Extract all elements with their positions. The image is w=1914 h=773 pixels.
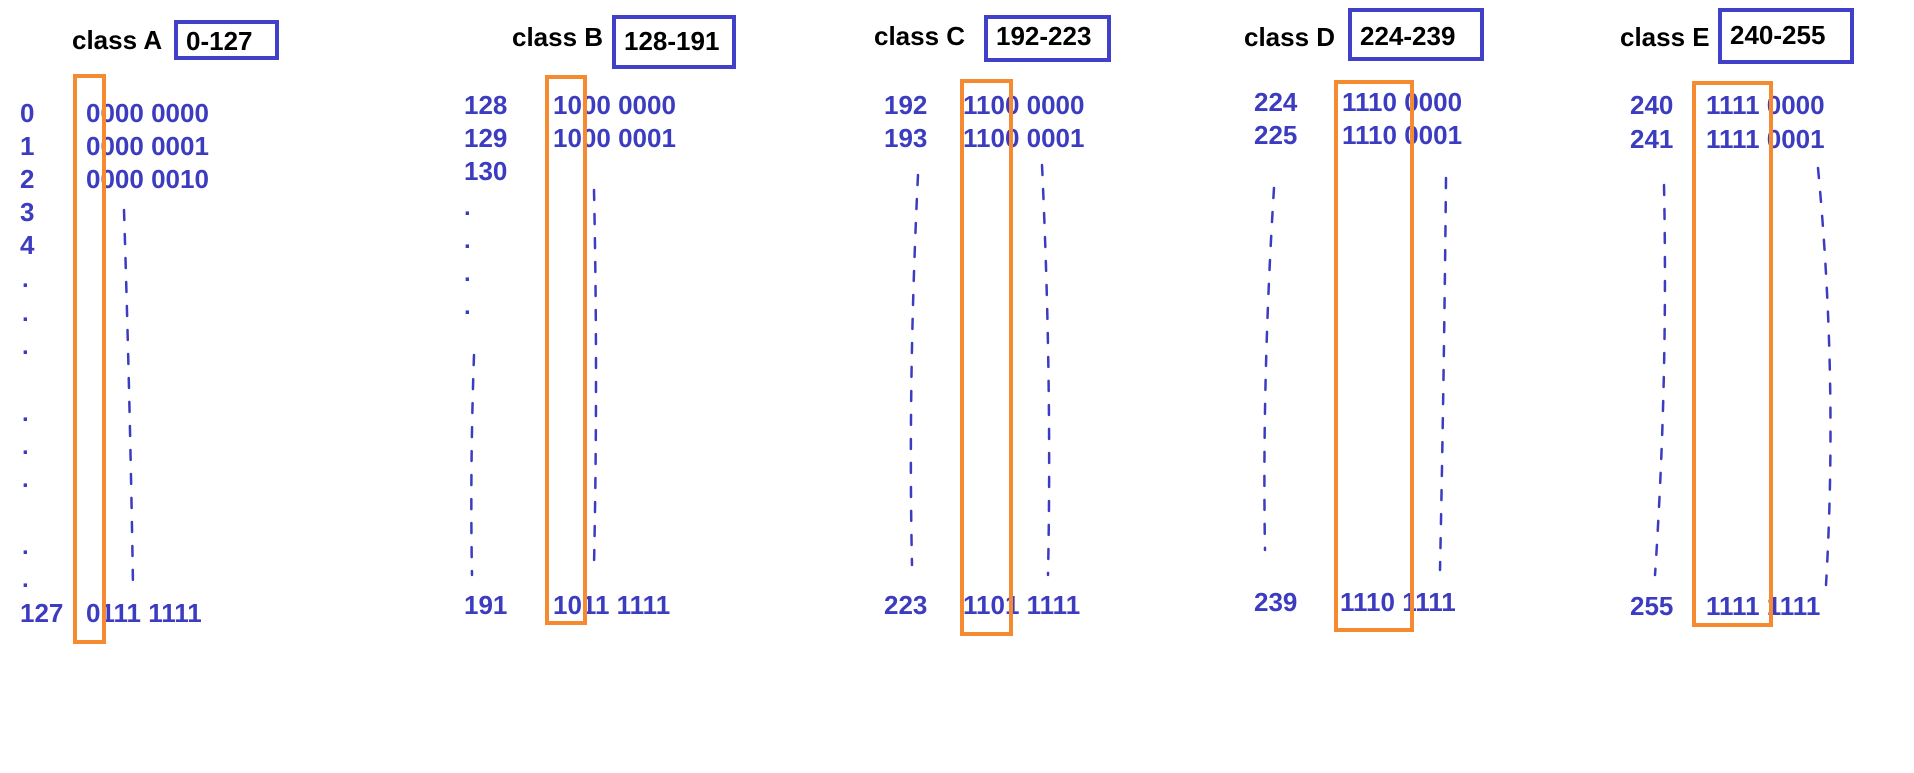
class-d-last-num: 239 (1254, 587, 1298, 617)
class-c-last-bin: 1101 1111 (963, 590, 1081, 620)
class-b-num-0: 128 (464, 90, 508, 120)
class-b-last-bin: 1011 1111 (553, 590, 671, 620)
class-b-label: class B (512, 22, 604, 52)
class-b-num-2: 130 (464, 156, 508, 186)
class-a-last-num: 127 (20, 598, 64, 628)
class-a-num-0: 0 (20, 98, 35, 128)
class-e-dash-left (1653, 183, 1667, 577)
class-e-bin-1: 1111 0001 (1706, 124, 1825, 154)
class-d-num-0: 224 (1254, 87, 1298, 117)
class-b-last-num: 191 (464, 590, 508, 620)
ellipsis-dot: . (22, 533, 29, 560)
class-c-dash-right (1040, 163, 1051, 577)
class-a-num-2: 2 (20, 164, 35, 194)
class-a-bin-2: 0000 0010 (86, 164, 209, 194)
class-b-dash-left (470, 353, 476, 577)
class-c-bin-0: 1100 0000 (963, 90, 1085, 120)
class-c-label: class C (874, 21, 966, 51)
class-d-num-1: 225 (1254, 120, 1298, 150)
class-d-prefix-highlight (1334, 80, 1414, 632)
class-a-range: 0-127 (174, 20, 279, 60)
class-a-dash-line (122, 208, 135, 587)
class-c-bin-1: 1100 0001 (963, 123, 1085, 153)
class-a-prefix-highlight (73, 74, 106, 644)
class-d-range: 224-239 (1348, 8, 1484, 61)
class-d-dash-right (1438, 176, 1448, 572)
class-c-range: 192-223 (984, 15, 1111, 62)
class-b-bin-1: 1000 0001 (553, 123, 676, 153)
class-d-last-bin: 1110 1111 (1340, 587, 1456, 617)
class-b-num-1: 129 (464, 123, 508, 153)
class-c-num-1: 193 (884, 123, 928, 153)
class-e-bin-0: 1111 0000 (1706, 90, 1825, 120)
class-e-range: 240-255 (1718, 8, 1854, 64)
class-b-prefix-highlight (545, 75, 587, 625)
ellipsis-dot: . (22, 333, 29, 360)
class-d-dash-left (1263, 186, 1276, 552)
class-c-dash-left (909, 173, 920, 567)
ellipsis-dot: . (464, 194, 471, 221)
class-e-last-bin: 1111 1111 (1706, 591, 1821, 621)
class-e-last-num: 255 (1630, 591, 1674, 621)
ellipsis-dot: . (22, 400, 29, 427)
class-d-bin-1: 1110 0001 (1342, 120, 1463, 150)
class-e-prefix-highlight (1692, 81, 1773, 627)
class-e-label: class E (1620, 22, 1710, 52)
ellipsis-dot: . (22, 566, 29, 593)
class-d-label: class D (1244, 22, 1336, 52)
class-c-last-num: 223 (884, 590, 928, 620)
class-e-num-1: 241 (1630, 124, 1674, 154)
class-e-dash-right (1816, 166, 1832, 587)
class-e-num-0: 240 (1630, 90, 1674, 120)
class-d-bin-0: 1110 0000 (1342, 87, 1463, 117)
ellipsis-dot: . (22, 300, 29, 327)
class-a-label: class A (72, 25, 163, 55)
class-a-num-1: 1 (20, 131, 35, 161)
class-a-num-4: 4 (20, 230, 35, 260)
class-a-num-3: 3 (20, 197, 35, 227)
class-a-bin-0: 0000 0000 (86, 98, 209, 128)
class-a-bin-1: 0000 0001 (86, 131, 209, 161)
ellipsis-dot: . (22, 433, 29, 460)
ellipsis-dot: . (22, 266, 29, 293)
class-b-bin-0: 1000 0000 (553, 90, 676, 120)
class-b-dash-right (592, 188, 598, 567)
ellipsis-dot: . (464, 293, 471, 320)
ellipsis-dot: . (464, 260, 471, 287)
ellipsis-dot: . (22, 466, 29, 493)
ellipsis-dot: . (464, 227, 471, 254)
class-c-prefix-highlight (960, 79, 1013, 636)
class-b-range: 128-191 (612, 15, 736, 69)
class-c-num-0: 192 (884, 90, 928, 120)
